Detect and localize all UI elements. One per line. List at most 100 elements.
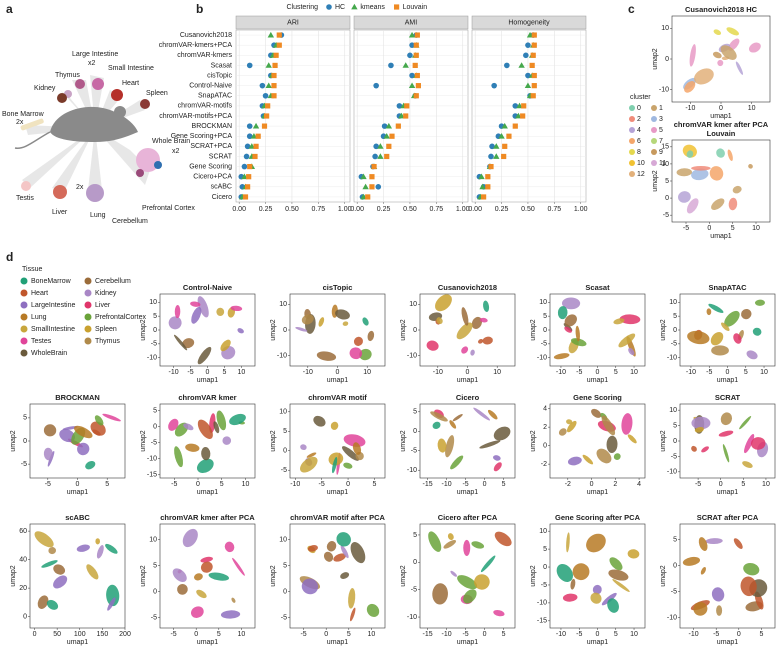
- y-tick-label: 10: [149, 299, 157, 306]
- y-tick-label: 5: [673, 422, 677, 429]
- point-cloud: [582, 454, 594, 465]
- point-cloud: [592, 584, 602, 595]
- y-tick-label: 0: [543, 564, 547, 571]
- legend-swatch: [629, 127, 635, 133]
- x-tick-label: 5: [502, 631, 506, 638]
- x-tick-label: -10: [686, 369, 696, 376]
- category-label: chromVAR-kmers+PCA: [159, 42, 233, 49]
- point-cloud: [350, 542, 366, 564]
- point-cloud: [450, 570, 458, 577]
- point-cloud: [295, 326, 308, 332]
- category-label: SCRAT+PCA: [190, 143, 232, 150]
- square-marker: [521, 103, 527, 109]
- point-cloud: [627, 434, 637, 444]
- point-cloud: [686, 198, 699, 214]
- point-cloud: [331, 457, 338, 474]
- point-cloud: [306, 452, 317, 458]
- point-cloud: [183, 423, 194, 431]
- point-cloud: [627, 549, 640, 559]
- y-tick-label: 10: [279, 301, 287, 308]
- x-tick-label: -5: [462, 631, 468, 638]
- panel-label: c: [628, 2, 635, 16]
- y-axis-label: umap2: [270, 565, 277, 587]
- point-cloud: [432, 421, 441, 429]
- x-tick-label: 10: [760, 369, 768, 376]
- circle-marker: [491, 82, 497, 89]
- square-marker: [369, 184, 375, 190]
- y-tick-label: 0: [673, 438, 677, 445]
- circle-marker: [396, 103, 403, 109]
- x-tick-label: -10: [556, 369, 566, 376]
- point-cloud: [711, 587, 725, 602]
- legend-label: LargeIntestine: [31, 302, 75, 309]
- legend-label: 5: [659, 127, 663, 134]
- point-cloud: [335, 309, 350, 320]
- x-tick-label: -10: [685, 105, 695, 112]
- point-cloud: [323, 551, 334, 562]
- y-tick-label: -5: [411, 587, 417, 594]
- point-cloud: [307, 545, 318, 552]
- point-cloud: [566, 420, 577, 433]
- y-tick-label: -5: [151, 439, 157, 446]
- triangle-marker: [362, 183, 369, 190]
- plot-frame: [159, 523, 256, 629]
- y-tick-label: 0: [413, 559, 417, 566]
- x-tick-label: 0: [596, 369, 600, 376]
- x-tick-label: 150: [97, 631, 109, 638]
- x-tick-label: 5: [744, 369, 748, 376]
- x-tick-label: 0.25: [377, 206, 391, 213]
- point-cloud: [220, 610, 241, 619]
- point-cloud: [41, 560, 58, 568]
- square-marker: [412, 62, 418, 69]
- point-cloud: [570, 338, 587, 347]
- category-label: SCRAT: [209, 153, 233, 160]
- square-marker: [403, 113, 409, 119]
- triangle-marker: [252, 122, 260, 129]
- point-cloud: [436, 317, 443, 325]
- plot-title: Cicero: [456, 393, 480, 402]
- triangle-marker: [402, 62, 409, 68]
- x-axis-label: umap1: [587, 639, 609, 646]
- legend-label: Testes: [31, 338, 52, 345]
- y-tick-label: 10: [279, 536, 287, 543]
- circle-marker: [246, 133, 253, 140]
- legend-swatch: [84, 337, 92, 345]
- point-cloud: [428, 531, 442, 552]
- x-tick-label: 5: [105, 481, 109, 488]
- y-axis-label: umap2: [400, 319, 407, 341]
- point-cloud: [53, 575, 68, 589]
- x-axis-label: umap1: [457, 639, 479, 646]
- x-tick-label: -10: [303, 369, 313, 376]
- y-tick-label: -5: [411, 448, 417, 455]
- x-axis-label: umap1: [327, 489, 349, 496]
- organ-label: Prefrontal Cortex: [142, 205, 195, 212]
- legend-title: cluster: [630, 94, 651, 101]
- y-tick-label: 20: [19, 585, 27, 592]
- y-axis-label: umap2: [140, 319, 147, 341]
- y-tick-label: -10: [537, 355, 547, 362]
- point-cloud: [201, 447, 211, 461]
- x-tick-label: -5: [713, 631, 719, 638]
- category-label: Cicero: [212, 194, 232, 201]
- point-cloud: [686, 150, 694, 158]
- organ-label: x2: [172, 148, 180, 155]
- x-tick-label: -5: [319, 481, 325, 488]
- x-axis-label: umap1: [67, 639, 89, 646]
- point-cloud: [443, 540, 457, 549]
- triangle-marker: [398, 112, 405, 119]
- category-label: chromVAR-kmers: [177, 52, 232, 59]
- square-marker: [485, 174, 491, 180]
- point-cloud: [694, 68, 714, 85]
- point-cloud: [618, 333, 636, 348]
- y-tick-label: -5: [281, 467, 287, 474]
- point-cloud: [713, 29, 722, 36]
- y-axis-label: umap2: [530, 319, 537, 341]
- x-tick-label: 0: [719, 481, 723, 488]
- x-tick-label: 0: [324, 631, 328, 638]
- y-tick-label: -5: [663, 212, 669, 219]
- point-cloud: [200, 556, 213, 563]
- square-marker: [386, 143, 392, 149]
- point-cloud: [570, 578, 576, 590]
- x-tick-label: -5: [462, 481, 468, 488]
